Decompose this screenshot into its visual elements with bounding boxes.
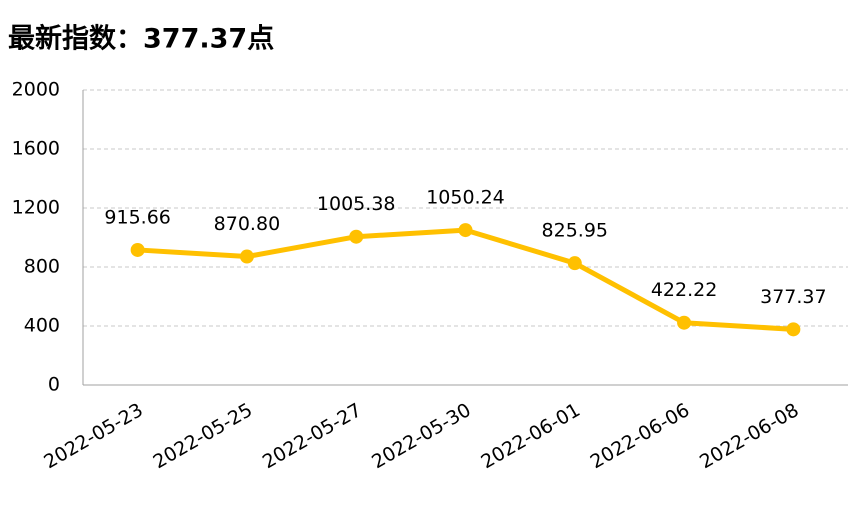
data-point — [458, 223, 473, 238]
data-point — [349, 229, 364, 244]
data-label: 870.80 — [214, 213, 280, 235]
x-tick-label: 2022-05-30 — [368, 399, 475, 473]
data-label: 377.37 — [760, 286, 826, 308]
data-point — [677, 315, 692, 330]
y-tick-label: 1200 — [12, 197, 60, 219]
x-tick-label: 2022-05-27 — [259, 399, 366, 473]
data-label: 422.22 — [651, 279, 717, 301]
y-tick-label: 1600 — [12, 138, 60, 160]
y-tick-label: 2000 — [12, 79, 60, 101]
data-label: 825.95 — [542, 220, 608, 242]
x-tick-label: 2022-05-23 — [40, 399, 147, 473]
data-point — [239, 249, 254, 264]
data-label: 1050.24 — [426, 187, 505, 209]
x-tick-label: 2022-06-06 — [587, 399, 694, 473]
x-tick-label: 2022-05-25 — [150, 399, 257, 473]
y-tick-label: 0 — [48, 374, 60, 396]
data-point — [130, 242, 145, 257]
chart-title: 最新指数：377.37点 — [8, 23, 274, 55]
x-tick-label: 2022-06-01 — [477, 399, 584, 473]
y-tick-label: 400 — [24, 315, 60, 337]
data-point — [567, 256, 582, 271]
x-tick-label: 2022-06-08 — [696, 399, 803, 473]
data-point — [786, 322, 801, 337]
data-label: 1005.38 — [317, 193, 396, 215]
data-label: 915.66 — [104, 206, 170, 228]
y-tick-label: 800 — [24, 256, 60, 278]
